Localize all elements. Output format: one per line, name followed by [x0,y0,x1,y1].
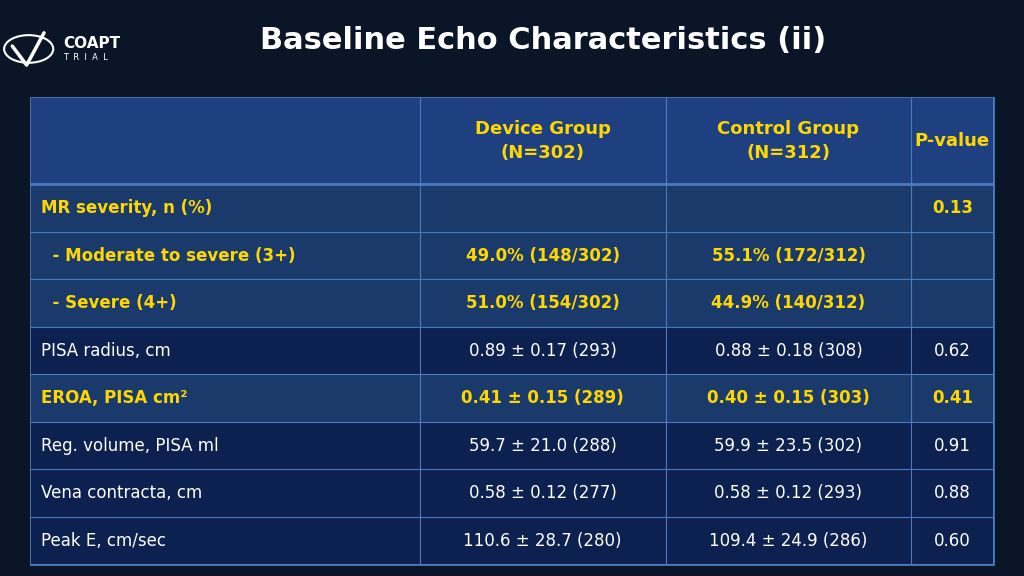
Text: 49.0% (148/302): 49.0% (148/302) [466,247,620,264]
Text: Device Group
(N=302): Device Group (N=302) [475,120,610,162]
Text: PISA radius, cm: PISA radius, cm [41,342,171,359]
FancyBboxPatch shape [31,232,993,279]
Text: 59.9 ± 23.5 (302): 59.9 ± 23.5 (302) [715,437,862,454]
Text: 0.41 ± 0.15 (289): 0.41 ± 0.15 (289) [462,389,624,407]
FancyBboxPatch shape [31,374,993,422]
Text: 0.88 ± 0.18 (308): 0.88 ± 0.18 (308) [715,342,862,359]
Text: 110.6 ± 28.7 (280): 110.6 ± 28.7 (280) [464,532,622,550]
Text: 59.7 ± 21.0 (288): 59.7 ± 21.0 (288) [469,437,616,454]
Text: 55.1% (172/312): 55.1% (172/312) [712,247,865,264]
Text: 0.40 ± 0.15 (303): 0.40 ± 0.15 (303) [708,389,869,407]
Text: Vena contracta, cm: Vena contracta, cm [41,484,202,502]
Text: - Moderate to severe (3+): - Moderate to severe (3+) [41,247,296,264]
Text: 109.4 ± 24.9 (286): 109.4 ± 24.9 (286) [710,532,867,550]
Text: - Severe (4+): - Severe (4+) [41,294,176,312]
Text: Peak E, cm/sec: Peak E, cm/sec [41,532,166,550]
Text: 51.0% (154/302): 51.0% (154/302) [466,294,620,312]
FancyBboxPatch shape [31,517,993,564]
Text: 0.58 ± 0.12 (277): 0.58 ± 0.12 (277) [469,484,616,502]
Text: Baseline Echo Characteristics (ii): Baseline Echo Characteristics (ii) [260,26,825,55]
FancyBboxPatch shape [31,422,993,469]
FancyBboxPatch shape [31,184,993,232]
Text: 0.62: 0.62 [934,342,971,359]
Text: 0.91: 0.91 [934,437,971,454]
FancyBboxPatch shape [31,327,993,374]
Text: 0.41: 0.41 [932,389,973,407]
Text: 0.89 ± 0.17 (293): 0.89 ± 0.17 (293) [469,342,616,359]
Text: T  R  I  A  L: T R I A L [63,53,109,62]
Text: 0.60: 0.60 [934,532,971,550]
FancyBboxPatch shape [31,469,993,517]
Text: 0.13: 0.13 [932,199,973,217]
Text: 44.9% (140/312): 44.9% (140/312) [712,294,865,312]
Text: Control Group
(N=312): Control Group (N=312) [718,120,859,162]
FancyBboxPatch shape [31,279,993,327]
Text: P-value: P-value [914,132,990,150]
Text: Reg. volume, PISA ml: Reg. volume, PISA ml [41,437,218,454]
Text: EROA, PISA cm²: EROA, PISA cm² [41,389,187,407]
Text: 0.88: 0.88 [934,484,971,502]
FancyBboxPatch shape [31,98,993,184]
Text: COAPT: COAPT [63,36,121,51]
Text: 0.58 ± 0.12 (293): 0.58 ± 0.12 (293) [715,484,862,502]
Text: MR severity, n (%): MR severity, n (%) [41,199,212,217]
